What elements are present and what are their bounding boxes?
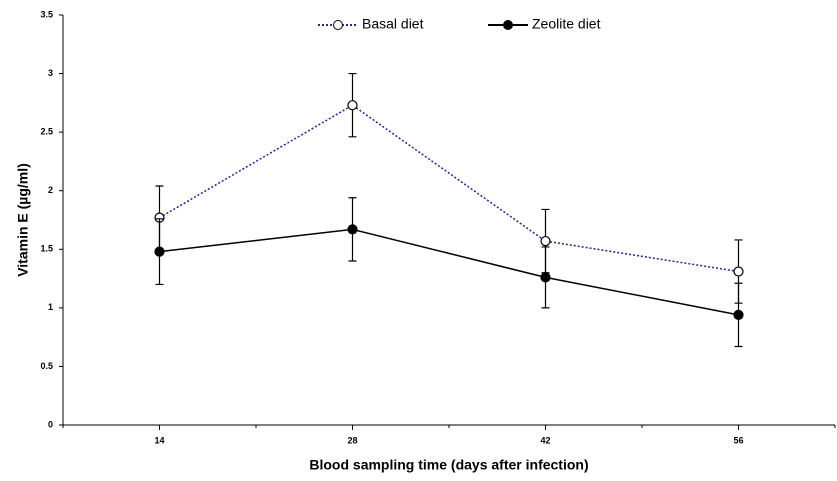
legend-label: Zeolite diet <box>532 16 601 32</box>
data-point <box>733 266 744 277</box>
y-tick-label: 1.5 <box>40 244 53 254</box>
x-tick-label: 14 <box>154 435 164 445</box>
data-point <box>347 224 358 235</box>
y-tick-label: 0 <box>48 419 53 429</box>
x-tick-label: 42 <box>540 435 550 445</box>
x-tick-label: 56 <box>733 435 743 445</box>
data-point <box>733 309 744 320</box>
y-tick-label: 0.5 <box>40 361 53 371</box>
series-line <box>159 228 739 316</box>
y-tick-label: 2 <box>48 185 53 195</box>
data-point <box>347 100 358 111</box>
y-tick-label: 3.5 <box>40 9 53 19</box>
legend-label: Basal diet <box>362 16 424 32</box>
y-tick-label: 2.5 <box>40 127 53 137</box>
y-tick-label: 3 <box>48 68 53 78</box>
x-axis-label: Blood sampling time (days after infectio… <box>309 457 588 473</box>
y-tick-label: 1 <box>48 302 53 312</box>
data-point <box>540 235 551 247</box>
legend-marker <box>503 20 513 30</box>
series-line <box>159 104 739 273</box>
data-point <box>154 246 165 257</box>
legend-marker <box>333 20 343 30</box>
x-tick-label: 28 <box>347 435 357 445</box>
data-point <box>540 272 551 283</box>
y-axis-label: Vitamin E (µg/ml) <box>15 163 31 277</box>
